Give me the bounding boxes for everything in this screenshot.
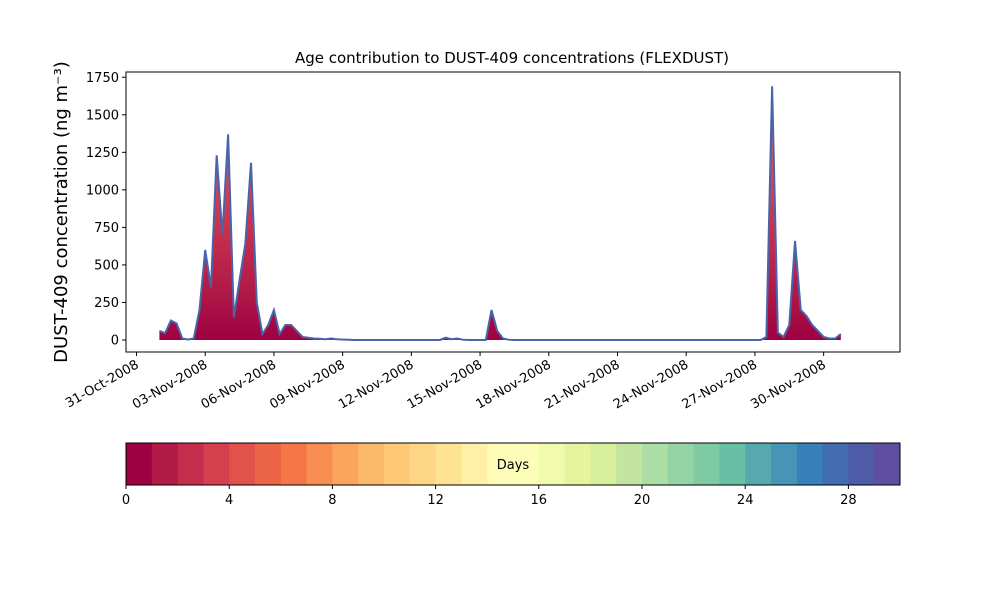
y-tick-label: 1250 — [86, 146, 119, 161]
x-tick-label: 30-Nov-2008 — [748, 357, 828, 412]
colorbar-swatch — [693, 443, 720, 485]
y-tick-label: 750 — [94, 221, 119, 236]
y-tick-label: 1500 — [86, 108, 119, 123]
colorbar-swatch — [590, 443, 617, 485]
x-tick-label: 31-Oct-2008 — [63, 357, 141, 411]
colorbar-swatch — [796, 443, 824, 485]
colorbar-swatch — [280, 443, 308, 485]
colorbar-swatch — [564, 443, 591, 485]
colorbar-swatch — [151, 443, 179, 485]
colorbar-swatch — [822, 443, 849, 485]
y-tick-label: 1750 — [86, 71, 119, 86]
colorbar-tick-label: 20 — [634, 493, 651, 508]
y-tick-label: 250 — [94, 296, 119, 311]
colorbar-frame — [125, 442, 901, 486]
colorbar-swatch — [513, 443, 540, 485]
colorbar-swatch — [255, 443, 282, 485]
colorbar-swatch — [461, 443, 488, 485]
colorbar-swatch — [332, 443, 359, 485]
colorbar-swatch — [771, 443, 798, 485]
y-tick-label: 0 — [111, 333, 119, 348]
y-tick-label: 1000 — [86, 183, 119, 198]
colorbar-swatch — [306, 443, 333, 485]
colorbar-swatch — [229, 443, 256, 485]
colorbar-swatch — [848, 443, 875, 485]
colorbar-swatch — [616, 443, 643, 485]
colorbar-tick-label: 16 — [531, 493, 548, 508]
area — [159, 86, 841, 340]
colorbar-tick-label: 12 — [427, 493, 444, 508]
colorbar-swatch — [745, 443, 772, 485]
colorbar-tick-label: 28 — [840, 493, 857, 508]
colorbar-tick-label: 24 — [737, 493, 754, 508]
colorbar-tick-label: 8 — [328, 493, 336, 508]
colorbar-swatch — [177, 443, 204, 485]
x-tick-label: 27-Nov-2008 — [680, 357, 760, 412]
colorbar-swatch — [435, 443, 462, 485]
colorbar-swatch — [874, 443, 901, 485]
x-tick-label: 24-Nov-2008 — [611, 357, 691, 412]
colorbar-swatch — [203, 443, 230, 485]
y-axis-label: DUST-409 concentration (ng m⁻³) — [51, 61, 72, 363]
colorbar-swatch — [642, 443, 669, 485]
plot-frame — [125, 71, 901, 353]
y-tick-label: 500 — [94, 258, 119, 273]
colorbar-swatch — [667, 443, 695, 485]
x-tick-label: 18-Nov-2008 — [474, 357, 554, 412]
colorbar-swatch — [358, 443, 385, 485]
colorbar-swatch — [538, 443, 566, 485]
colorbar-swatch — [384, 443, 411, 485]
colorbar-swatch — [126, 443, 153, 485]
colorbar-tick-label: 4 — [225, 493, 233, 508]
colorbar-tick-label: 0 — [122, 493, 130, 508]
x-tick-label: 09-Nov-2008 — [267, 357, 347, 412]
colorbar-swatch — [487, 443, 514, 485]
x-tick-label: 03-Nov-2008 — [130, 357, 210, 412]
colorbar-swatch — [719, 443, 746, 485]
colorbar-label: Days — [497, 458, 530, 473]
x-tick-label: 21-Nov-2008 — [542, 357, 622, 412]
line — [159, 86, 842, 341]
x-tick-label: 06-Nov-2008 — [199, 357, 279, 412]
x-tick-label: 12-Nov-2008 — [336, 357, 416, 412]
colorbar-swatch — [409, 443, 437, 485]
chart-title: Age contribution to DUST-409 concentrati… — [295, 49, 729, 67]
x-tick-label: 15-Nov-2008 — [405, 357, 485, 412]
